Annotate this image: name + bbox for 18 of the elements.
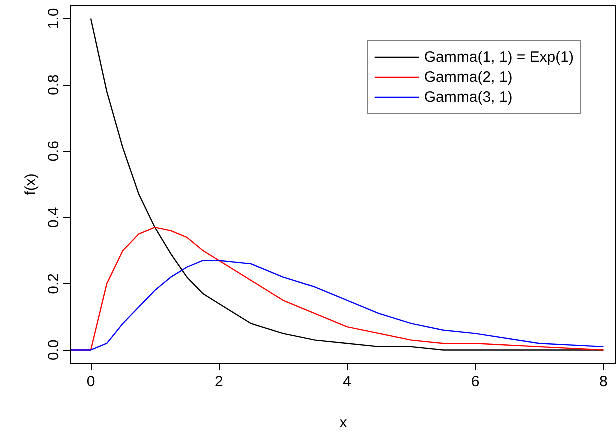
x-tick-label: 4 — [343, 374, 352, 390]
x-tick-label: 0 — [86, 374, 96, 390]
x-tick-label: 2 — [215, 374, 224, 390]
line-series — [90, 18, 604, 351]
legend-label: Gamma(2, 1) — [424, 68, 513, 86]
y-tick-label: 1.0 — [46, 8, 62, 30]
y-tick-label: 0.4 — [46, 207, 62, 228]
line-series — [70, 260, 604, 351]
x-tick-label: 6 — [471, 374, 480, 390]
y-tick-label: 0.8 — [46, 74, 62, 96]
y-tick-label: 0.6 — [46, 140, 62, 162]
x-tick-label: 8 — [600, 374, 608, 390]
y-tick-label: 0.2 — [46, 274, 62, 294]
y-tick-label: 0.0 — [46, 340, 62, 361]
x-axis-title: x — [340, 414, 348, 432]
legend-label: Gamma(1, 1) = Exp(1) — [424, 48, 574, 66]
y-axis-title: f(x) — [22, 174, 40, 196]
legend-label: Gamma(3, 1) — [424, 88, 513, 106]
